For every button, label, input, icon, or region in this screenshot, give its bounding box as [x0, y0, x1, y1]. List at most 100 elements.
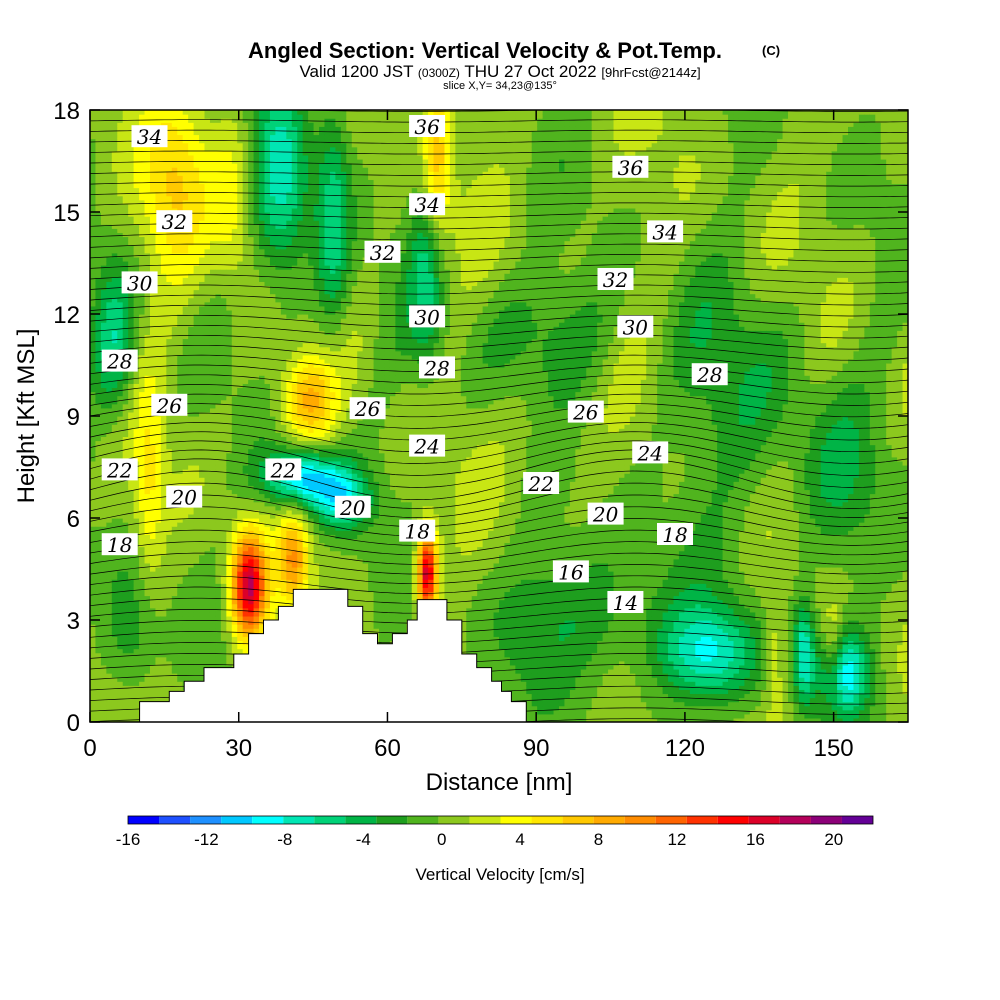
velocity-cell [188, 411, 195, 417]
velocity-cell [237, 636, 244, 641]
velocity-cell [117, 110, 124, 115]
velocity-cell [95, 509, 102, 515]
velocity-cell [209, 546, 217, 552]
velocity-cell [264, 444, 271, 450]
velocity-cell [231, 269, 238, 274]
velocity-cell [155, 628, 162, 633]
velocity-cell [149, 375, 157, 380]
velocity-cell [209, 473, 217, 478]
velocity-cell [160, 571, 167, 576]
velocity-cell [117, 518, 124, 523]
velocity-cell [149, 473, 157, 478]
velocity-cell [199, 464, 206, 470]
velocity-cell [133, 326, 140, 331]
velocity-cell [128, 554, 135, 560]
velocity-cell [117, 652, 124, 658]
velocity-cell [226, 513, 233, 519]
velocity-cell [253, 110, 260, 115]
velocity-cell [204, 632, 211, 637]
velocity-cell [226, 342, 233, 348]
velocity-cell [253, 122, 260, 127]
velocity-cell [111, 395, 118, 401]
velocity-cell [166, 277, 173, 282]
velocity-cell [248, 187, 255, 193]
velocity-cell [160, 362, 167, 368]
velocity-cell [220, 167, 227, 172]
velocity-cell [144, 171, 151, 176]
velocity-cell [133, 411, 140, 417]
velocity-cell [144, 118, 151, 123]
velocity-cell [111, 301, 118, 307]
velocity-cell [204, 583, 211, 588]
velocity-cell [106, 497, 113, 503]
velocity-cell [177, 440, 184, 446]
velocity-cell [177, 505, 184, 511]
velocity-cell [199, 305, 206, 311]
velocity-cell [166, 314, 173, 319]
velocity-cell [100, 428, 107, 433]
velocity-cell [171, 481, 178, 486]
velocity-cell [220, 656, 227, 662]
velocity-cell [248, 167, 255, 172]
velocity-cell [209, 595, 217, 601]
velocity-cell [199, 260, 206, 266]
velocity-cell [177, 273, 184, 278]
velocity-cell [155, 362, 162, 368]
velocity-cell [139, 391, 146, 397]
velocity-cell [149, 685, 157, 690]
velocity-cell [226, 550, 233, 556]
velocity-cell [237, 538, 244, 544]
velocity-cell [90, 252, 97, 258]
velocity-cell [264, 411, 271, 417]
velocity-cell [155, 464, 162, 470]
velocity-cell [122, 668, 129, 674]
velocity-cell [220, 183, 227, 189]
velocity-cell [253, 203, 260, 209]
velocity-cell [231, 342, 238, 348]
velocity-cell [231, 118, 238, 123]
velocity-cell [226, 314, 233, 319]
velocity-cell [128, 256, 135, 262]
velocity-cell [237, 269, 244, 274]
velocity-cell [248, 171, 255, 176]
velocity-cell [128, 518, 135, 523]
velocity-cell [128, 705, 135, 711]
velocity-cell [160, 485, 167, 491]
velocity-cell [231, 526, 238, 531]
velocity-cell [253, 542, 260, 548]
velocity-cell [100, 163, 107, 168]
velocity-cell [100, 587, 107, 593]
velocity-cell [144, 579, 151, 584]
velocity-cell [100, 713, 107, 719]
velocity-cell [231, 558, 238, 564]
velocity-cell [253, 224, 260, 229]
velocity-cell [215, 142, 222, 148]
velocity-cell [182, 256, 189, 262]
velocity-cell [259, 207, 266, 213]
velocity-cell [144, 407, 151, 413]
velocity-cell [231, 448, 238, 454]
velocity-cell [264, 526, 271, 531]
velocity-cell [242, 550, 249, 556]
velocity-cell [155, 440, 162, 446]
velocity-cell [139, 158, 146, 164]
velocity-cell [166, 150, 173, 156]
velocity-cell [139, 383, 146, 389]
velocity-cell [166, 526, 173, 531]
velocity-cell [95, 203, 102, 209]
velocity-cell [209, 387, 217, 393]
velocity-cell [128, 175, 135, 180]
velocity-cell [111, 424, 118, 429]
velocity-cell [188, 191, 195, 197]
velocity-cell [166, 358, 173, 364]
velocity-cell [237, 281, 244, 287]
velocity-cell [242, 301, 249, 307]
velocity-cell [215, 534, 222, 539]
velocity-cell [155, 171, 162, 176]
velocity-cell [259, 481, 266, 486]
velocity-cell [209, 244, 217, 250]
velocity-cell [242, 199, 249, 205]
velocity-cell [133, 334, 140, 340]
velocity-cell [237, 110, 244, 115]
velocity-cell [166, 530, 173, 535]
